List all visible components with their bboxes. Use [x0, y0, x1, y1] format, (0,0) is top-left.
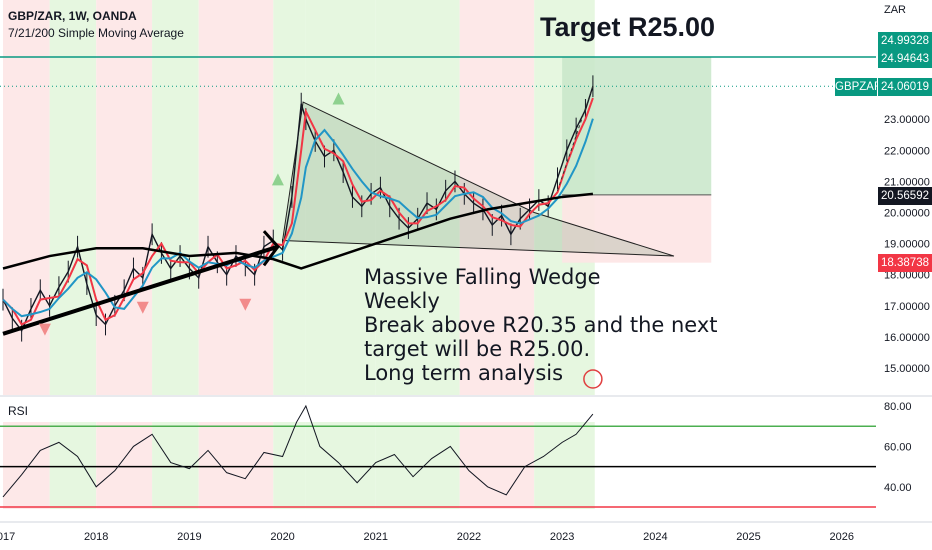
- falling-wedge: [281, 101, 675, 257]
- publisher-logo-icon: [583, 369, 603, 389]
- rsi-tick-label: 80.00: [884, 401, 912, 413]
- time-tick-label: 2025: [736, 531, 760, 543]
- target-high-badge: 24.99328: [878, 32, 932, 50]
- price-tick-label: 22.00000: [884, 145, 930, 157]
- price-tick-label: 23.00000: [884, 114, 930, 126]
- time-tick-label: 2019: [177, 531, 201, 543]
- target-low-badge: 24.94643: [878, 50, 932, 68]
- analysis-line: Break above R20.35 and the next: [364, 313, 718, 337]
- session-band: [49, 0, 97, 395]
- session-band: [152, 0, 199, 395]
- last-price-badge: 24.06019: [878, 78, 932, 96]
- rsi-session-band: [49, 422, 97, 509]
- time-tick-label: 2026: [829, 531, 853, 543]
- symbol-badge: GBPZAR: [835, 78, 882, 96]
- analysis-line: target will be R25.00.: [364, 337, 591, 361]
- uptrend-line: [2, 244, 279, 336]
- rsi-line: [2, 404, 594, 498]
- rsi-session-band: [3, 422, 50, 509]
- sma21-line: [2, 118, 594, 318]
- analysis-annotation: Massive Falling Wedge Weekly Break above…: [364, 265, 718, 385]
- time-tick-label: 2018: [84, 531, 108, 543]
- uptrend-arrowhead: [262, 230, 280, 267]
- sma7-line: [2, 97, 594, 326]
- analysis-line: Massive Falling Wedge: [364, 265, 601, 289]
- sma200-line: [2, 192, 594, 270]
- projection-line: [557, 86, 594, 191]
- symbol-line[interactable]: GBP/ZAR, 1W, OANDA: [8, 9, 137, 23]
- price-tick-label: 20.00000: [884, 208, 930, 220]
- session-band: [96, 0, 153, 395]
- rsi-session-band: [152, 422, 199, 509]
- target-annotation: Target R25.00: [540, 12, 716, 42]
- time-tick-label: 2020: [270, 531, 294, 543]
- price-tick-label: 21.00000: [884, 176, 930, 188]
- time-tick-label: 2023: [550, 531, 574, 543]
- buy-signal-marker: [332, 92, 345, 105]
- indicator-line[interactable]: 7/21/200 Simple Moving Average: [8, 26, 184, 40]
- rsi-session-band: [273, 422, 306, 509]
- buy-signal-marker: [271, 173, 284, 186]
- rsi-tick-label: 60.00: [884, 441, 912, 453]
- time-tick-label: 2024: [643, 531, 667, 543]
- price-tick-label: 17.00000: [884, 301, 930, 313]
- currency-label: ZAR: [884, 4, 906, 16]
- rsi-session-band: [534, 422, 595, 509]
- rsi-session-band: [198, 422, 274, 509]
- session-band: [3, 0, 50, 395]
- price-tick-label: 18.00000: [884, 270, 930, 282]
- rsi-session-band: [459, 422, 535, 509]
- session-band: [305, 0, 376, 395]
- chart-header: GBP/ZAR, 1W, OANDA 7/21/200 Simple Movin…: [8, 8, 184, 42]
- analysis-line: Weekly: [364, 289, 440, 313]
- rsi-tick-label: 40.00: [884, 482, 912, 494]
- profit-zone: [562, 57, 712, 195]
- time-tick-label: 2021: [364, 531, 388, 543]
- time-tick-label: 2017: [0, 531, 15, 543]
- price-tick-label: 15.00000: [884, 363, 930, 375]
- price-tick-label: 19.00000: [884, 239, 930, 251]
- rsi-session-band: [96, 422, 153, 509]
- sell-signal-marker: [38, 323, 51, 336]
- rsi-pane-label[interactable]: RSI: [8, 404, 29, 418]
- sell-signal-marker: [239, 298, 252, 311]
- entry-price-badge: 20.56592: [878, 187, 932, 205]
- rsi-session-band: [375, 422, 460, 509]
- time-tick-label: 2022: [457, 531, 481, 543]
- analysis-line: Long term analysis: [364, 361, 564, 385]
- price-tick-label: 16.00000: [884, 332, 930, 344]
- session-band: [198, 0, 274, 395]
- sell-signal-marker: [136, 301, 149, 314]
- stop-price-badge: 18.38738: [878, 254, 932, 272]
